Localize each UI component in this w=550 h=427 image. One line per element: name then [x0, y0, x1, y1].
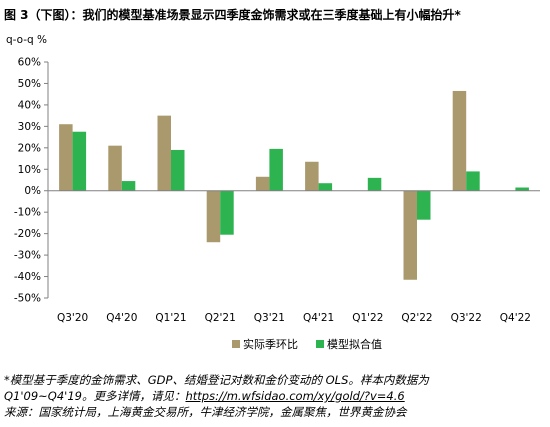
figure-title: 图 3（下图）：我们的模型基准场景显示四季度金饰需求或在三季度基础上有小幅抬升* [4, 8, 461, 22]
footnotes: *模型基于季度的金饰需求、GDP、结婚登记对数和金价变动的 OLS。样本内数据为… [4, 372, 546, 420]
y-tick-label: 10% [18, 164, 41, 176]
y-tick-label: -50% [14, 293, 41, 305]
footnote-sources: 来源：国家统计局，上海黄金交易所，牛津经济学院，金属聚焦，世界黄金协会 [4, 405, 407, 419]
x-tick-label: Q2'21 [205, 312, 236, 324]
y-tick-label: -10% [14, 207, 41, 219]
x-tick-label: Q1'21 [155, 312, 186, 324]
bar-model-q121 [171, 149, 185, 191]
y-tick-label: 0% [24, 185, 41, 197]
legend-label-model: 模型拟合值 [327, 337, 382, 351]
footnote-sample-text: Q1'09~Q4'19。更多详情，请见： [4, 389, 186, 403]
bar-chart: 60% 50% 40% 30% 20% 10% 0% -10% -20% -30% -40% -50%… [14, 57, 540, 351]
y-tick-label: 40% [18, 99, 41, 111]
legend-swatch-model [316, 340, 324, 348]
bar-actual-q222 [403, 190, 417, 280]
x-tick-label: Q4'20 [106, 312, 137, 324]
bar-actual-q322 [452, 90, 467, 191]
y-tick-label: -20% [14, 228, 41, 240]
y-tick-label: -40% [14, 271, 41, 283]
x-tick-label: Q4'21 [303, 312, 334, 324]
legend-swatch-actual [232, 340, 240, 348]
x-tick-label: Q1'22 [352, 312, 383, 324]
bar-model-q222 [417, 190, 431, 220]
bar-actual-q321 [255, 176, 270, 191]
footnote-model: *模型基于季度的金饰需求、GDP、结婚登记对数和金价变动的 OLS。样本内数据为 [4, 373, 429, 387]
bar-actual-q320 [59, 124, 73, 191]
y-tick-label: 20% [18, 142, 41, 154]
bar-model-q320 [72, 131, 87, 191]
bar-actual-q421 [305, 161, 319, 191]
x-tick-label: Q4'22 [500, 312, 531, 324]
bar-model-q321 [269, 148, 283, 191]
y-tick-label: 60% [18, 57, 41, 69]
details-link[interactable]: https://m.wfsidao.com/xy/gold/?v=4.6 [185, 389, 405, 403]
x-tick-label: Q3'22 [451, 312, 482, 324]
bar-actual-q121 [157, 115, 171, 191]
bar-model-q322 [466, 171, 480, 191]
y-axis-unit-label: q-o-q % [6, 34, 48, 46]
bar-model-q221 [220, 190, 234, 235]
bar-model-q420 [121, 181, 136, 191]
bar-model-q421 [318, 183, 333, 191]
x-tick-label: Q2'22 [401, 312, 432, 324]
legend-label-actual: 实际季环比 [243, 337, 298, 351]
bar-actual-q420 [108, 145, 122, 191]
bar-model-q122 [367, 177, 382, 191]
y-tick-label: 50% [18, 78, 41, 90]
bar-model-q422 [515, 187, 529, 191]
y-tick-label: -30% [14, 250, 41, 262]
bar-actual-q221 [206, 190, 221, 243]
x-tick-label: Q3'21 [254, 312, 285, 324]
y-tick-label: 30% [18, 121, 41, 133]
footnote-sample-period: Q1'09~Q4'19。更多详情，请见：https://m.wfsidao.co… [4, 388, 546, 404]
x-tick-label: Q3'20 [57, 312, 88, 324]
